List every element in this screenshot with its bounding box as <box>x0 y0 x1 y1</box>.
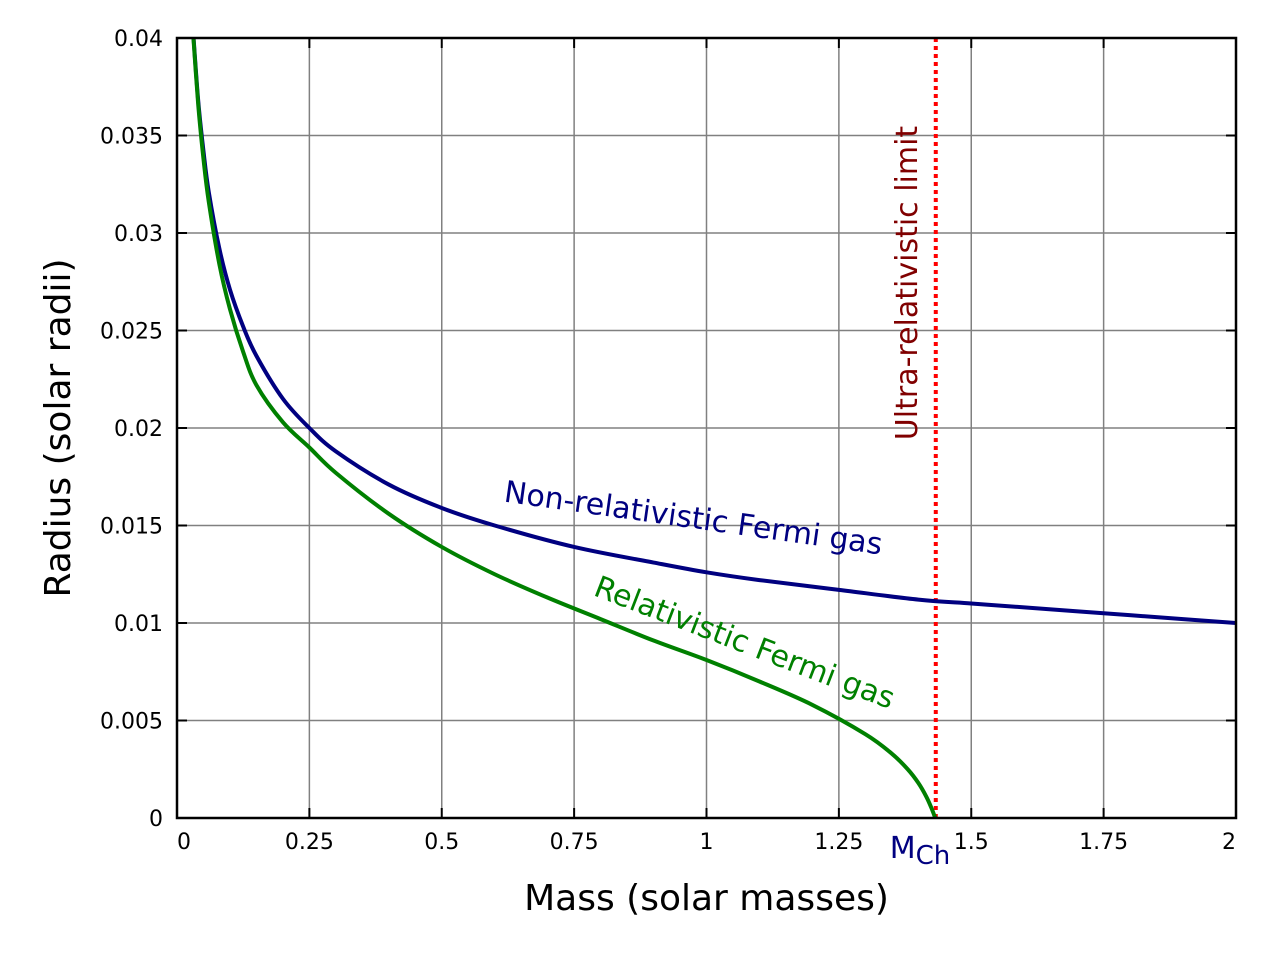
x-tick-label: 0.75 <box>550 830 599 855</box>
chandrasekhar-mass-subscript: Ch <box>916 841 951 871</box>
x-tick-label: 1.25 <box>814 830 863 855</box>
plot-frame <box>175 36 1238 820</box>
y-tick-label: 0.025 <box>100 320 163 345</box>
y-tick-label: 0.04 <box>114 27 163 52</box>
non-relativistic-fermi-gas-label: Non-relativistic Fermi gas <box>502 475 885 563</box>
x-tick-label: 1 <box>700 830 714 855</box>
ultra-relativistic-limit-label: Ultra-relativistic limit <box>890 126 925 441</box>
tick-labels: 0 0.25 0.5 0.75 1 1.25 1.5 1.75 2 0 0.005 0.01 0.015… <box>100 27 1236 855</box>
grid-lines <box>177 38 1236 818</box>
y-tick-label: 0.035 <box>100 125 163 150</box>
non-relativistic-curve <box>191 38 1236 625</box>
y-tick-label: 0.015 <box>100 515 163 540</box>
x-axis-title: Mass (solar masses) <box>524 878 889 919</box>
y-tick-label: 0.03 <box>114 222 163 247</box>
x-tick-label: 0 <box>177 830 191 855</box>
y-axis-title: Radius (solar radii) <box>38 258 79 597</box>
x-tick-label: 1.5 <box>954 830 989 855</box>
chandrasekhar-mass-label: MCh <box>890 831 951 871</box>
y-tick-label: 0.01 <box>114 612 163 637</box>
relativistic-curve <box>191 38 938 818</box>
x-tick-label: 1.75 <box>1079 830 1128 855</box>
x-tick-label: 0.25 <box>285 830 334 855</box>
y-tick-label: 0.005 <box>100 710 163 735</box>
y-tick-label: 0 <box>149 807 163 832</box>
x-tick-label: 2 <box>1222 830 1236 855</box>
series-lines <box>191 38 1236 818</box>
y-tick-label: 0.02 <box>114 417 163 442</box>
chandrasekhar-mass-symbol: M <box>890 831 916 866</box>
x-tick-label: 0.5 <box>424 830 459 855</box>
